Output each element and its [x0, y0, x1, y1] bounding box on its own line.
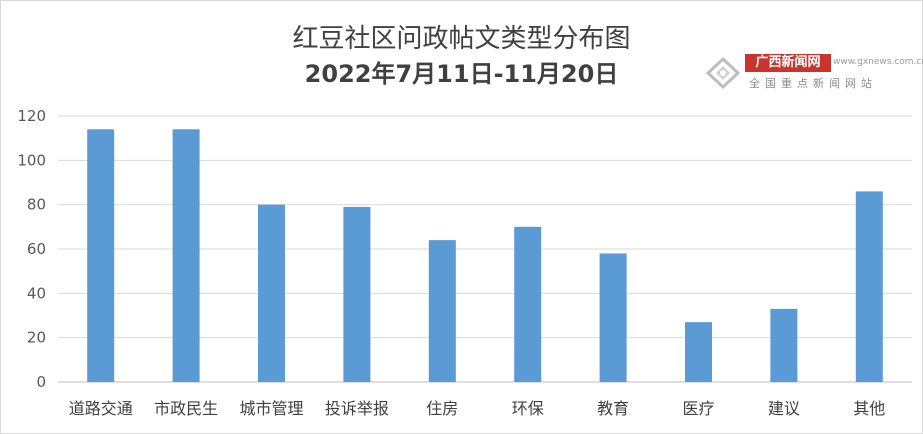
- bar: [685, 322, 712, 382]
- watermark-subtitle: 全国重点新闻网站: [749, 77, 877, 90]
- x-tick-label: 道路交通: [69, 399, 133, 418]
- chart-subtitle: 2022年7月11日-11月20日: [304, 60, 619, 88]
- watermark-name: 广西新闻网: [745, 54, 831, 72]
- x-tick-label: 环保: [512, 399, 544, 418]
- y-tick-label: 20: [27, 329, 46, 347]
- x-tick-label: 住房: [426, 399, 458, 418]
- watermark: 广西新闻网 www.gxnews.com.cn 全国重点新闻网站: [705, 52, 923, 96]
- bar: [343, 206, 371, 382]
- bar: [514, 226, 542, 382]
- bar: [855, 191, 883, 382]
- bar: [172, 129, 200, 382]
- y-tick-label: 40: [27, 284, 46, 302]
- y-tick-label: 80: [27, 196, 46, 214]
- x-tick-label: 教育: [597, 399, 629, 418]
- y-tick-label: 100: [17, 151, 46, 169]
- gxnews-logo-icon: [705, 56, 741, 90]
- x-tick-label: 城市管理: [239, 399, 303, 418]
- bar: [258, 204, 285, 382]
- x-tick-label: 建议: [768, 399, 800, 418]
- chart-title: 红豆社区问政帖文类型分布图: [292, 24, 631, 54]
- x-tick-label: 其他: [853, 399, 885, 418]
- y-tick-label: 0: [36, 373, 46, 391]
- x-tick-label: 投诉举报: [325, 399, 389, 418]
- watermark-url: www.gxnews.com.cn: [833, 57, 923, 67]
- y-tick-label: 60: [27, 240, 46, 258]
- y-tick-label: 120: [17, 107, 46, 125]
- bar: [428, 240, 456, 382]
- bar: [599, 253, 627, 382]
- x-tick-label: 医疗: [682, 399, 714, 418]
- bar: [87, 129, 115, 382]
- bar: [770, 308, 798, 382]
- x-tick-label: 市政民生: [154, 399, 218, 418]
